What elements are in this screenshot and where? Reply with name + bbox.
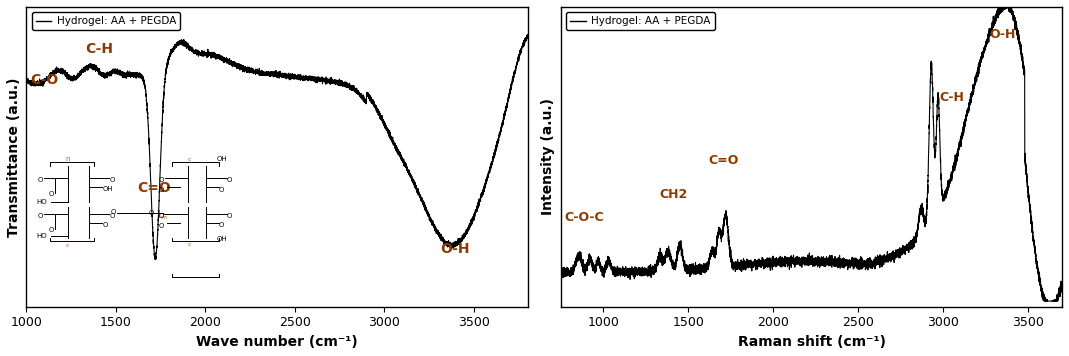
Text: C-O-C: C-O-C: [564, 211, 604, 224]
Y-axis label: Transmittance (a.u.): Transmittance (a.u.): [6, 77, 21, 237]
Text: C-O: C-O: [30, 73, 59, 87]
Text: O-H: O-H: [989, 28, 1016, 41]
Legend: Hydrogel: AA + PEGDA: Hydrogel: AA + PEGDA: [567, 12, 715, 31]
Text: O-H: O-H: [439, 242, 469, 256]
Legend: Hydrogel: AA + PEGDA: Hydrogel: AA + PEGDA: [32, 12, 181, 31]
Text: C=O: C=O: [709, 154, 739, 167]
X-axis label: Wave number (cm⁻¹): Wave number (cm⁻¹): [196, 335, 358, 349]
Text: C-H: C-H: [940, 91, 964, 104]
Text: C=O: C=O: [138, 182, 171, 195]
Y-axis label: Intensity (a.u.): Intensity (a.u.): [541, 98, 556, 215]
X-axis label: Raman shift (cm⁻¹): Raman shift (cm⁻¹): [738, 335, 885, 349]
Text: C-H: C-H: [86, 42, 113, 56]
Text: CH2: CH2: [660, 188, 687, 201]
